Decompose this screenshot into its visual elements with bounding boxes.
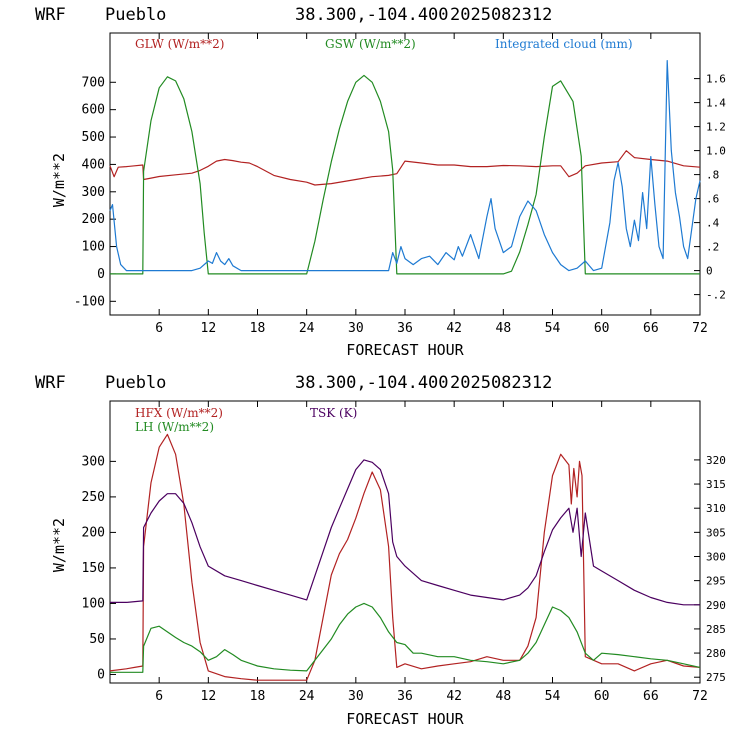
panel1-x-tick-label: 48 [496,321,512,336]
panel1-header: WRF Pueblo 38.300,-104.400 2025082312 [35,5,552,25]
panel1-x-tick-label: 72 [692,321,708,336]
panel1-glw-series-line [109,150,701,186]
panel2-y-tick-label: 200 [82,525,105,540]
panel2-x-tick-label: 42 [446,689,462,704]
panel1-x-tick-label: 66 [643,321,659,336]
panel2-y2-tick-label: 315 [706,478,726,491]
panel1-integrated-series-line [109,60,701,272]
panel1-x-tick-label: 18 [250,321,266,336]
panel1-station: Pueblo [105,5,166,25]
panel2-y-tick-label: 250 [82,490,105,505]
panel1-y-tick-label: 100 [82,240,105,255]
panel2-x-axis-label: FORECAST HOUR [346,710,464,728]
panel1-x-tick-label: 12 [201,321,217,336]
legend-lh: LH (W/m**2) [135,420,214,434]
panel1-y-tick-label: 500 [82,130,105,145]
panel1-x-tick-label: 6 [155,321,163,336]
panel1-x-tick-label: 24 [299,321,315,336]
panel2-axes: 6 12 18 24 30 36 42 48 54 60 66 72 0 50 100 150 200 250 30… [82,401,726,704]
panel2-x-tick-label: 72 [692,689,708,704]
panel1-x-tick-label: 54 [545,321,561,336]
panel2-x-tick-label: 24 [299,689,315,704]
legend-gsw: GSW (W/m**2) [325,37,416,51]
panel2-y-tick-label: 100 [82,596,105,611]
panel1-model: WRF [35,5,66,25]
panel2-legend: HFX (W/m**2) LH (W/m**2) TSK (K) [135,406,357,434]
panel2-header: WRF Pueblo 38.300,-104.400 2025082312 [35,373,552,393]
panel1-y2-tick-label: 1.0 [706,145,726,158]
panel2-model: WRF [35,373,66,393]
panel2-y2-tick-label: 285 [706,623,726,636]
panel2-station: Pueblo [105,373,166,393]
panel1-y2-tick-label: 1.6 [706,73,726,86]
panel1-y-tick-label: 0 [97,267,105,282]
panel2-tsk-series-line [110,459,700,606]
panel1-y2-tick-label: .2 [706,241,719,254]
panel2-y2-tick-label: 290 [706,599,726,612]
panel1-init-time: 2025082312 [450,5,552,25]
panel2-y-tick-label: 50 [89,632,105,647]
panel2-x-tick-label: 30 [348,689,364,704]
panel2-y-tick-label: 300 [82,454,105,469]
panel1-x-tick-label: 42 [446,321,462,336]
panel1-x-tick-label: 30 [348,321,364,336]
panel2-y2-tick-label: 280 [706,647,726,660]
panel1-y2-tick-label: 1.4 [706,97,726,110]
panel1-y-tick-label: 300 [82,185,105,200]
panel2-y2-tick-label: 295 [706,575,726,588]
panel2-y2-tick-label: 310 [706,502,726,515]
panel2-x-tick-label: 60 [594,689,610,704]
panel1-y2-tick-label: .4 [706,217,720,230]
panel1-x-axis-label: FORECAST HOUR [346,341,464,359]
panel2-y-tick-label: 150 [82,561,105,576]
panel2-x-tick-label: 48 [496,689,512,704]
panel1-y-tick-label: 200 [82,212,105,227]
panel1-y-tick-label: 700 [82,75,105,90]
panel1-x-tick-label: 60 [594,321,610,336]
panel1-axes: 6 12 18 24 30 36 42 48 54 60 66 72 -100 0 100 200 300 400… [74,33,726,336]
panel1-legend: GLW (W/m**2) GSW (W/m**2) Integrated clo… [135,37,633,51]
panel1-y2-tick-label: 1.2 [706,121,726,134]
panel2-x-tick-label: 6 [155,689,163,704]
legend-tsk: TSK (K) [310,406,357,420]
panel2-series [109,433,701,681]
panel1-coords: 38.300,-104.400 [295,5,449,25]
panel1-y-tick-label: 600 [82,103,105,118]
panel2-x-tick-label: 36 [397,689,413,704]
panel2-x-tick-label: 18 [250,689,266,704]
panel2-coords: 38.300,-104.400 [295,373,449,393]
panel1-x-tick-label: 36 [397,321,413,336]
legend-glw: GLW (W/m**2) [135,37,224,51]
panel2-y2-tick-label: 305 [706,526,726,539]
panel1-gsw-series-line [110,74,700,275]
panel2-x-tick-label: 66 [643,689,659,704]
panel1-series [109,60,701,275]
panel1-y-axis-label: W/m**2 [50,153,68,207]
panel2-lh-series-line [110,602,701,673]
panel1-y2-tick-label: .8 [706,169,719,182]
panel1-y-tick-label: -100 [74,294,105,309]
panel2-x-tick-label: 54 [545,689,561,704]
panel1-y2-tick-label: 0 [706,265,713,278]
legend-integrated-cloud: Integrated cloud (mm) [495,37,633,51]
panel1-y-tick-label: 400 [82,157,105,172]
panel2-y2-tick-label: 300 [706,550,726,563]
panel2-y-axis-label: W/m**2 [50,518,68,572]
panel1-y2-tick-label: .6 [706,193,719,206]
panel2-init-time: 2025082312 [450,373,552,393]
panel2-y-tick-label: 0 [97,667,105,682]
panel2-y2-tick-label: 320 [706,454,726,467]
panel2-x-tick-label: 12 [201,689,217,704]
panel2-hfx-series-line [109,433,701,681]
panel1-y2-tick-label: -.2 [706,289,726,302]
legend-hfx: HFX (W/m**2) [135,406,223,420]
panel2-y2-tick-label: 275 [706,671,726,684]
